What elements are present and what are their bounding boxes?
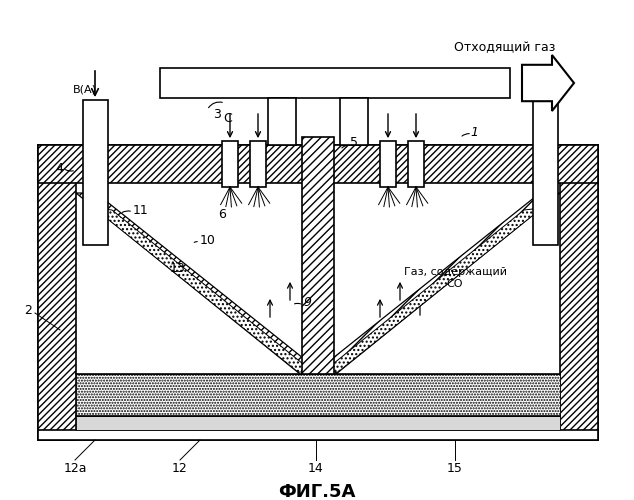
Polygon shape bbox=[313, 193, 560, 374]
Text: 1: 1 bbox=[470, 126, 478, 138]
Bar bbox=[38, 430, 598, 440]
Bar bbox=[38, 145, 598, 183]
Text: 10: 10 bbox=[200, 234, 216, 246]
Text: 12a: 12a bbox=[63, 462, 87, 474]
Bar bbox=[38, 145, 598, 440]
Bar bbox=[380, 141, 396, 187]
Polygon shape bbox=[76, 193, 323, 374]
Polygon shape bbox=[94, 208, 313, 372]
Text: 12: 12 bbox=[172, 462, 188, 474]
Bar bbox=[560, 145, 598, 440]
Text: 14: 14 bbox=[308, 462, 324, 474]
Bar bbox=[76, 374, 560, 416]
Text: Отходящий газ: Отходящий газ bbox=[453, 42, 555, 54]
Bar bbox=[268, 98, 296, 145]
Text: 11: 11 bbox=[133, 204, 149, 216]
Bar bbox=[408, 141, 424, 187]
Text: ФИГ.5А: ФИГ.5А bbox=[278, 483, 356, 500]
Bar bbox=[533, 100, 558, 245]
Text: C: C bbox=[224, 112, 233, 124]
Bar bbox=[76, 416, 560, 430]
Bar bbox=[38, 145, 76, 440]
Polygon shape bbox=[522, 55, 574, 111]
Bar bbox=[222, 141, 238, 187]
Text: B(A): B(A) bbox=[73, 84, 97, 94]
Bar bbox=[76, 183, 560, 430]
Text: 3: 3 bbox=[213, 108, 221, 120]
Text: 5: 5 bbox=[350, 136, 358, 149]
Bar bbox=[250, 141, 266, 187]
Text: 9: 9 bbox=[303, 296, 311, 310]
Text: 2: 2 bbox=[24, 304, 32, 316]
Polygon shape bbox=[323, 208, 542, 372]
Bar bbox=[302, 137, 334, 374]
Text: Газ, содержащий
СО: Газ, содержащий СО bbox=[403, 267, 507, 289]
Bar bbox=[160, 68, 510, 98]
Text: 13: 13 bbox=[170, 262, 186, 274]
Bar bbox=[340, 98, 368, 145]
Text: 4: 4 bbox=[55, 162, 63, 174]
Text: 6: 6 bbox=[218, 208, 226, 222]
Text: 15: 15 bbox=[447, 462, 463, 474]
Bar bbox=[83, 100, 108, 245]
